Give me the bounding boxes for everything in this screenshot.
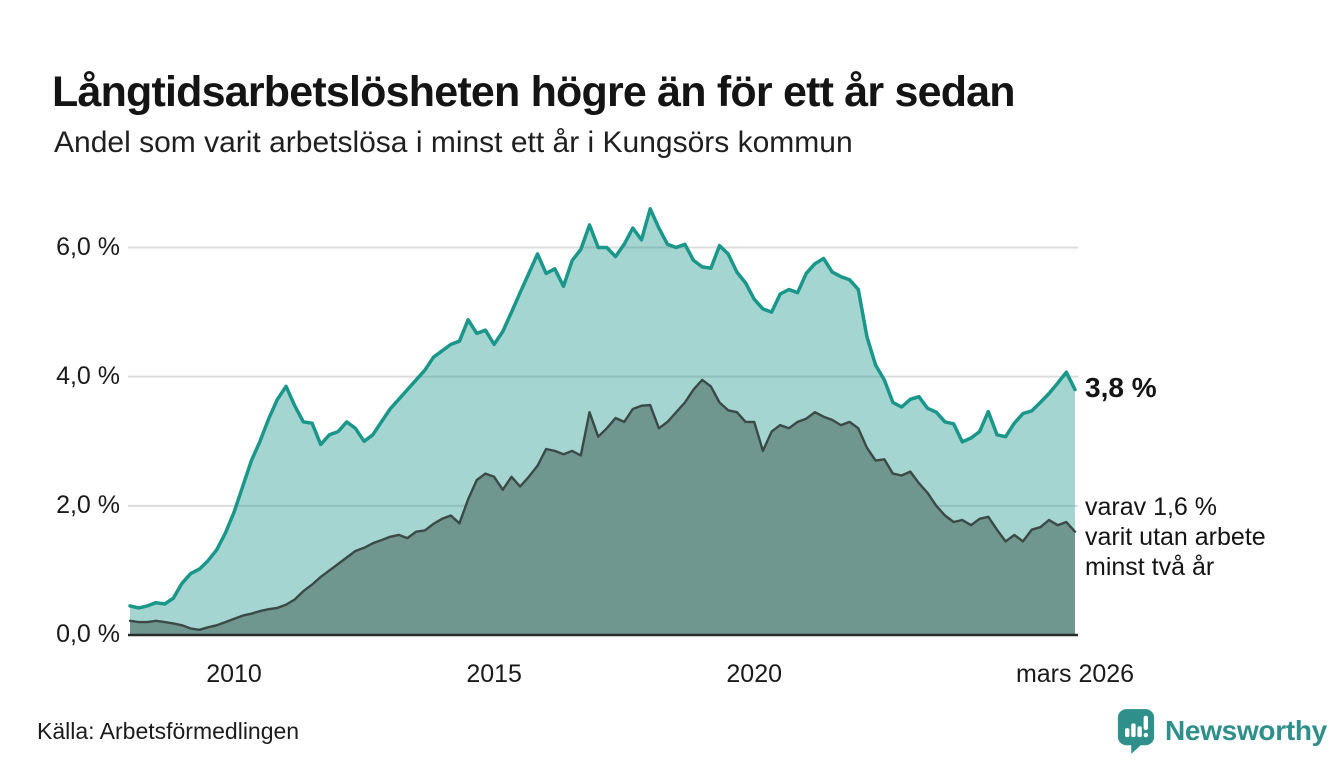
source-attribution: Källa: Arbetsförmedlingen	[37, 718, 300, 744]
newsworthy-logo: Newsworthy	[1116, 707, 1327, 754]
x-axis-tick-label: mars 2026	[1015, 660, 1135, 688]
chart-subtitle: Andel som varit arbetslösa i minst ett å…	[54, 126, 853, 159]
area-two-years	[130, 379, 1075, 635]
line-one-year	[128, 207, 1077, 610]
brand-wordmark: Newsworthy	[1165, 714, 1327, 746]
page-title: Långtidsarbetslösheten högre än för ett …	[52, 67, 1016, 116]
y-axis-tick-label: 0,0 %	[56, 620, 120, 648]
line-two-years	[128, 378, 1077, 631]
secondary-value-label: varav 1,6 % varit utan arbete minst två …	[1085, 492, 1266, 581]
y-axis-tick-label: 6,0 %	[56, 232, 120, 261]
newsworthy-bubble-chart-icon	[1117, 709, 1155, 754]
x-axis-tick-label: 2015	[466, 660, 522, 688]
x-axis-tick-label: 2020	[726, 660, 783, 688]
x-axis-tick-label: 2010	[206, 660, 262, 688]
y-axis-tick-label: 2,0 %	[56, 490, 120, 519]
latest-value-label: 3,8 %	[1085, 371, 1157, 403]
y-axis-tick-label: 4,0 %	[56, 361, 120, 390]
